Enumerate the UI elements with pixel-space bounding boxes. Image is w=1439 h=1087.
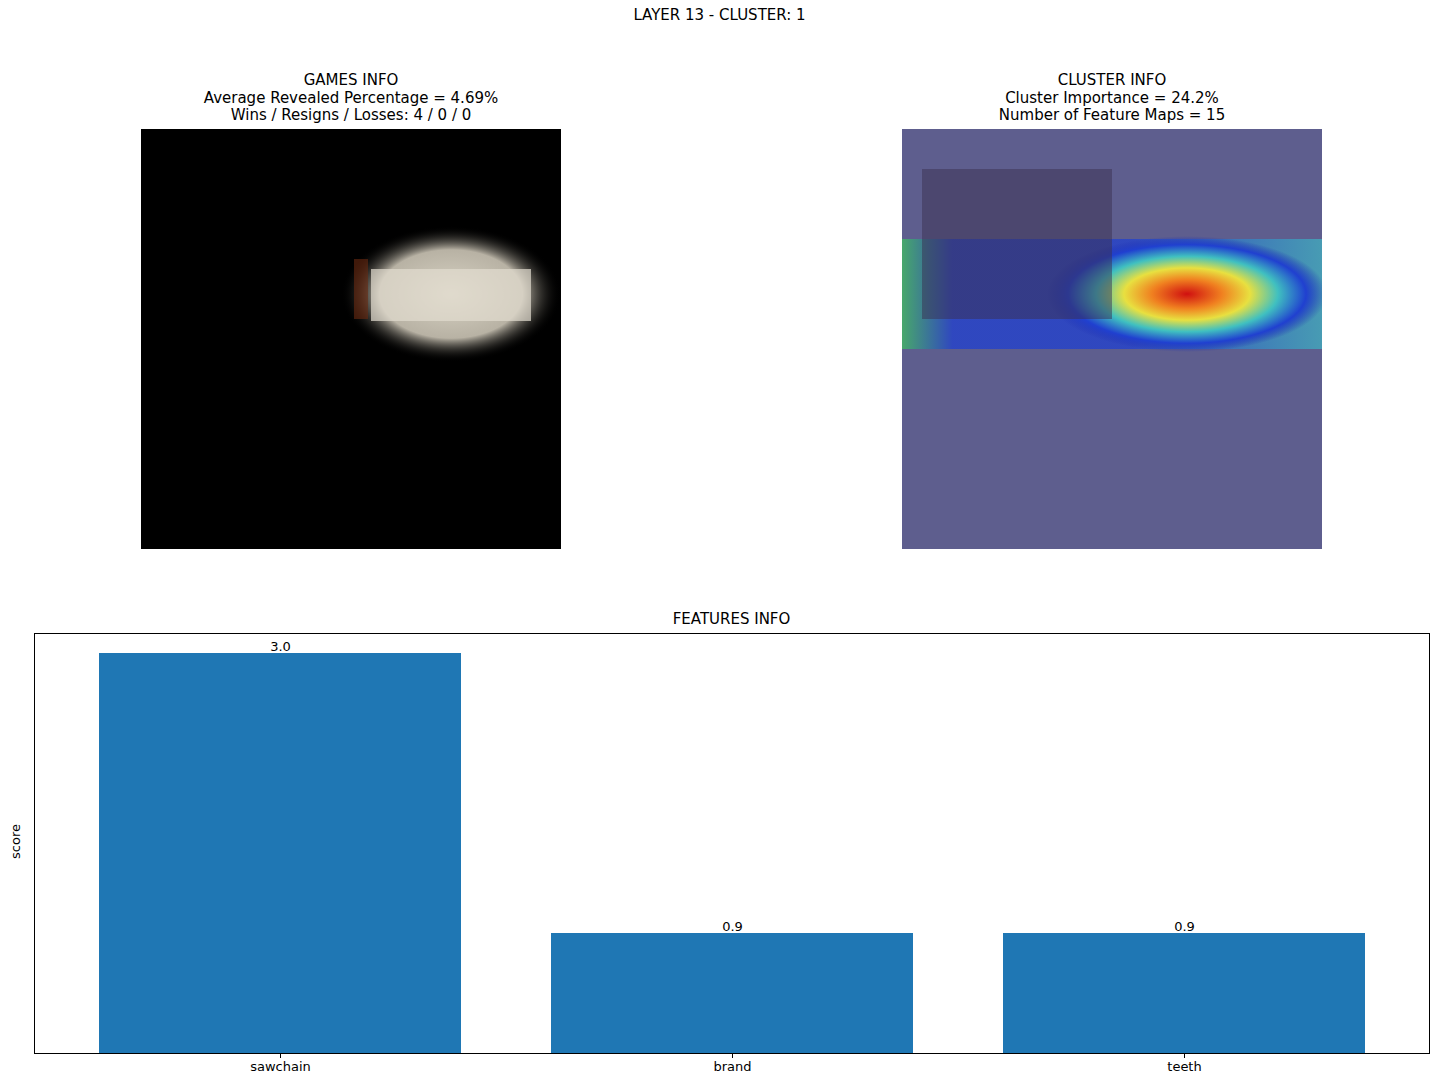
- html-text:Average Revealed Percentage =: Average Revealed Percentage = 4.69%: [203, 88, 499, 107]
- svg-text:0.9: 0.9: [722, 919, 743, 934]
- html-text:GAMES INFO: GAMES INFO: [303, 71, 399, 89]
- html-text:score: score: [7, 824, 23, 859]
- html-text:LAYER 13 - CLUSTER: 1: LAYER 13 - CLUSTER: 1: [633, 6, 806, 24]
- html-text:Wins / Resigns / Losses: 4 / 0: Wins / Resigns / Losses: 4 / 0 / 0: [230, 106, 472, 124]
- html-text:Number of Feature Maps = 15: Number of Feature Maps = 15: [998, 106, 1226, 124]
- svg-text:brand: brand: [713, 1059, 751, 1074]
- svg-text:teeth: teeth: [1167, 1059, 1201, 1074]
- svg-text:0.9: 0.9: [1174, 919, 1195, 934]
- html-text:FEATURES INFO: FEATURES INFO: [672, 610, 791, 628]
- html-text:Cluster Importance = 24.2%: Cluster Importance = 24.2%: [1005, 88, 1219, 107]
- svg-text:sawchain: sawchain: [250, 1059, 311, 1074]
- svg-text:3.0: 3.0: [270, 639, 291, 654]
- html-text:CLUSTER INFO: CLUSTER INFO: [1057, 71, 1167, 89]
